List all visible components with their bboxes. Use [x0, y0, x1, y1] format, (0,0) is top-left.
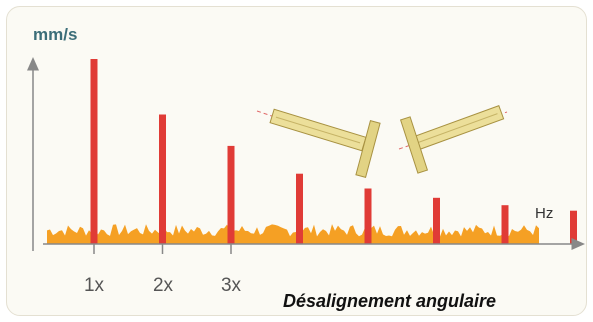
- y-axis-unit: mm/s: [33, 25, 78, 44]
- noise-floor-area: [47, 224, 539, 244]
- angular-misalignment-shafts-icon: [256, 105, 508, 178]
- x-axis-unit: Hz: [535, 205, 554, 222]
- harmonic-peak-5x: [364, 188, 372, 244]
- tick-label-1x: 1x: [83, 275, 105, 296]
- harmonic-peak-1x: [90, 59, 98, 244]
- chart-frame: mm/s Hz 1x 2x 3x Désalignement angulaire: [6, 6, 587, 316]
- harmonic-peak-2x: [159, 114, 166, 244]
- tick-label-3x: 3x: [220, 275, 242, 296]
- spectrum-chart: [27, 57, 585, 254]
- harmonic-peak-3x: [227, 145, 235, 244]
- chart-caption: Désalignement angulaire: [283, 291, 497, 311]
- harmonic-peak-7x: [501, 205, 509, 245]
- harmonic-peak-8x: [570, 210, 577, 244]
- tick-label-2x: 2x: [152, 275, 174, 296]
- harmonic-peak-4x: [296, 173, 303, 244]
- harmonic-peak-6x: [433, 197, 440, 245]
